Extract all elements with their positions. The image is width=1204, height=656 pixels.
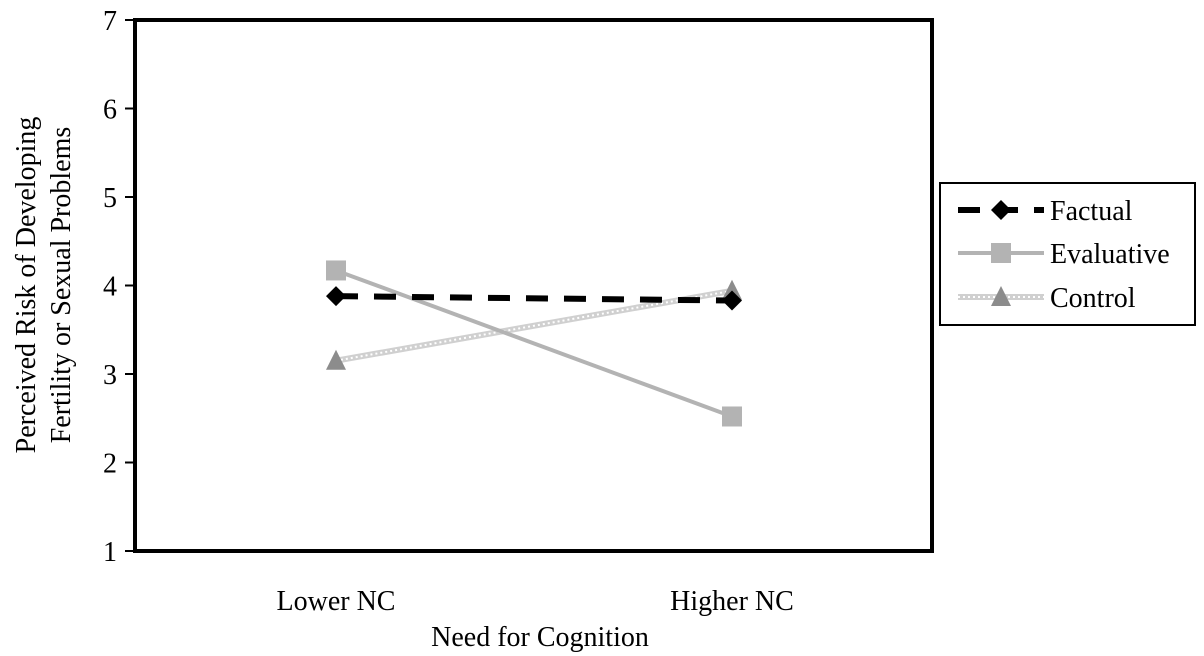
plot-area [133,18,934,553]
series-control [326,279,742,370]
series-evaluative [326,260,742,427]
legend-label-factual: Factual [1050,196,1133,227]
x-tick-label: Lower NC [277,586,396,617]
legend-items: Factual Evaluative Control [958,196,1170,314]
data-point-control [722,279,742,300]
series-line-factual [335,293,733,304]
legend-item-control: Control [958,283,1136,314]
series-line-control-texture [335,289,733,362]
x-tick-label: Higher NC [670,586,794,617]
legend-label-control: Control [1050,283,1136,314]
data-point-factual [722,290,742,311]
legend-item-factual: Factual [958,196,1133,227]
legend-item-evaluative: Evaluative [958,239,1170,270]
series-factual [326,286,742,311]
data-point-factual [326,286,346,307]
legend-label-evaluative: Evaluative [1050,239,1170,270]
legend-marker-factual [991,200,1011,220]
y-tick-label: 2 [103,449,117,480]
y-tick-label: 6 [103,95,117,126]
y-tick-label: 3 [103,360,117,391]
y-axis-tick-labels: 1 2 3 4 5 6 7 [103,6,117,568]
legend-marker-evaluative [991,243,1011,263]
y-tick-label: 4 [103,272,117,303]
y-tick-label: 1 [103,537,117,568]
legend: Factual Evaluative Control [939,182,1196,326]
y-axis-ticks [125,19,135,552]
series-layer [326,260,742,427]
series-line-evaluative [335,268,733,419]
x-axis-label: Need for Cognition [431,622,649,653]
y-tick-label: 5 [103,183,117,214]
data-point-evaluative [326,260,346,281]
legend-marker-control [991,286,1011,306]
data-point-control [326,349,346,370]
y-axis-label-line-2: Fertility or Sexual Problems [46,127,77,444]
y-tick-label: 7 [103,6,117,37]
legend-box [939,182,1196,326]
x-axis-tick-labels: Lower NC Higher NC [277,586,794,617]
data-point-evaluative [722,406,742,427]
y-axis-label-line-1: Perceived Risk of Developing [11,117,42,454]
